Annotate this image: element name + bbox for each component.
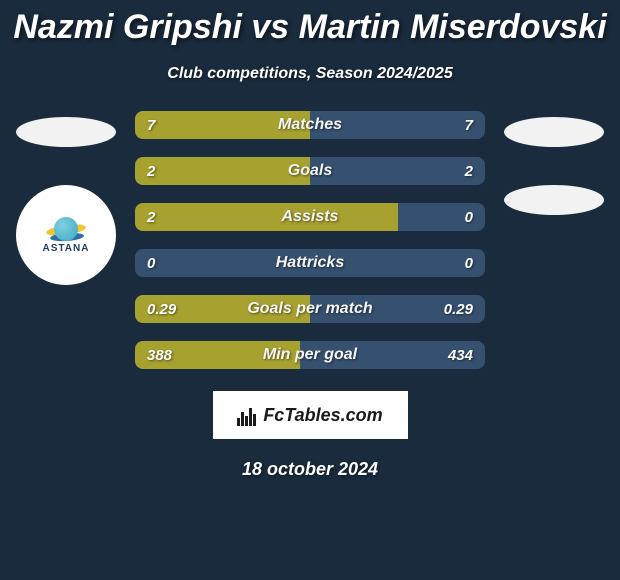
stat-left-value: 7 (147, 111, 155, 139)
page-title: Nazmi Gripshi vs Martin Miserdovski (0, 0, 620, 47)
stat-right-value: 7 (465, 111, 473, 139)
stat-bars: Matches77Goals22Assists20Hattricks00Goal… (135, 111, 485, 369)
left-club-badge: ASTANA (16, 185, 116, 285)
badge-label: ASTANA (43, 243, 90, 254)
stat-left-value: 2 (147, 157, 155, 185)
footer-brand-text: FcTables.com (263, 405, 382, 426)
stat-left-value: 388 (147, 341, 172, 369)
badge-ball-icon (48, 217, 84, 241)
right-player-placeholder-2 (504, 185, 604, 215)
stat-bar: Goals per match0.29 0.29 (135, 295, 485, 323)
stat-label: Goals (135, 157, 485, 185)
stat-bar: Min per goal388 434 (135, 341, 485, 369)
stat-right-value: 2 (465, 157, 473, 185)
stat-right-value: 0.29 (444, 295, 473, 323)
stat-bar: Goals2 2 (135, 157, 485, 185)
stat-label: Hattricks (135, 249, 485, 277)
stat-label: Min per goal (135, 341, 485, 369)
right-player-placeholder-1 (504, 117, 604, 147)
stat-label: Assists (135, 203, 485, 231)
stat-bar: Assists2 0 (135, 203, 485, 231)
comparison-layout: ASTANA Matches77Goals22Assists20Hattrick… (0, 111, 620, 369)
stat-bar: Hattricks0 0 (135, 249, 485, 277)
stat-bar: Matches7 7 (135, 111, 485, 139)
page-subtitle: Club competitions, Season 2024/2025 (0, 65, 620, 83)
stat-left-value: 0.29 (147, 295, 176, 323)
footer-date: 18 october 2024 (0, 459, 620, 480)
stat-label: Goals per match (135, 295, 485, 323)
footer-brand-badge: FcTables.com (213, 391, 408, 439)
stat-left-value: 0 (147, 249, 155, 277)
left-player-placeholder (16, 117, 116, 147)
right-player-column (499, 111, 609, 215)
stat-right-value: 0 (465, 203, 473, 231)
stat-right-value: 434 (448, 341, 473, 369)
stat-label: Matches (135, 111, 485, 139)
stat-right-value: 0 (465, 249, 473, 277)
stat-left-value: 2 (147, 203, 155, 231)
left-player-column: ASTANA (11, 111, 121, 285)
bar-chart-icon (237, 404, 259, 426)
